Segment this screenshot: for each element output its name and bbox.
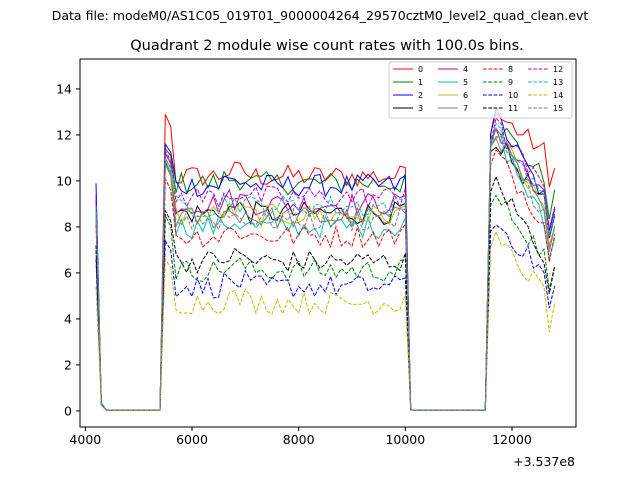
legend-label-12: 12 xyxy=(553,65,563,74)
y-tick-label: 6 xyxy=(64,265,72,280)
x-offset-label: +3.537e8 xyxy=(513,454,575,469)
legend-label-2: 2 xyxy=(418,91,423,100)
y-tick-label: 0 xyxy=(64,403,72,418)
x-tick-label: 12000 xyxy=(492,432,532,447)
legend-label-1: 1 xyxy=(418,78,423,87)
plot-area: 4000 6000 8000 10000 12000024681012140123456… xyxy=(56,58,577,447)
legend-label-15: 15 xyxy=(553,104,563,113)
legend-label-5: 5 xyxy=(463,78,468,87)
x-tick-label: 8000 xyxy=(283,432,315,447)
legend-label-13: 13 xyxy=(553,78,563,87)
legend-box xyxy=(388,61,573,119)
chart-title: Quadrant 2 module wise count rates with … xyxy=(130,38,524,54)
y-tick-label: 14 xyxy=(56,81,72,96)
legend-label-7: 7 xyxy=(463,104,468,113)
x-tick-label: 4000 xyxy=(69,432,101,447)
y-tick-label: 12 xyxy=(56,127,72,142)
series-lines xyxy=(95,106,556,411)
legend-label-9: 9 xyxy=(508,78,513,87)
legend-label-3: 3 xyxy=(418,104,423,113)
legend-label-14: 14 xyxy=(553,91,563,100)
y-tick-label: 2 xyxy=(64,357,72,372)
legend-label-10: 10 xyxy=(508,91,518,100)
series-line-15 xyxy=(95,126,556,411)
legend-label-0: 0 xyxy=(418,65,423,74)
legend-label-11: 11 xyxy=(508,104,518,113)
y-tick-label: 4 xyxy=(64,311,72,326)
legend-label-4: 4 xyxy=(463,65,468,74)
y-tick-label: 10 xyxy=(56,173,72,188)
y-tick-label: 8 xyxy=(64,219,72,234)
axes-frame xyxy=(79,58,577,428)
data-file-suptitle: Data file: modeM0/AS1C05_019T01_90000042… xyxy=(52,8,589,23)
x-tick-label: 10000 xyxy=(385,432,425,447)
x-tick-label: 6000 xyxy=(176,432,208,447)
legend-label-6: 6 xyxy=(463,91,468,100)
legend-label-8: 8 xyxy=(508,65,513,74)
